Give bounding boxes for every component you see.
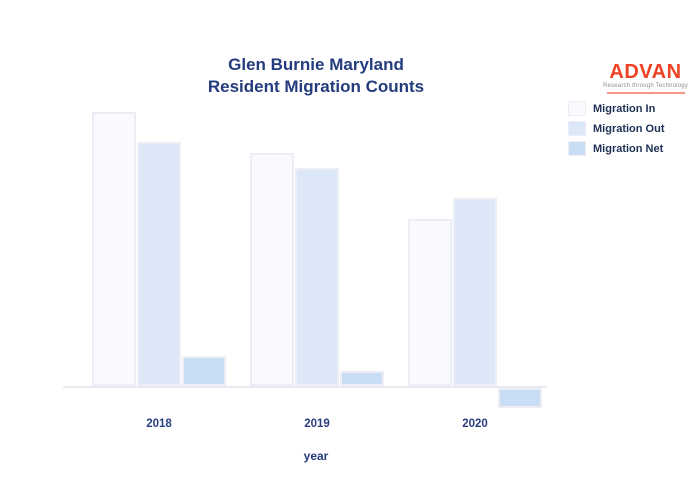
x-tick-2018: 2018 [146, 418, 172, 430]
legend-swatch-migration-net [568, 141, 586, 156]
advan-logo-tagline: Research through Technology [602, 83, 688, 89]
chart-title-line1: Glen Burnie Maryland [228, 55, 404, 74]
advan-logo: ADVAN Research through Technology [597, 58, 694, 98]
legend-label-migration-in: Migration In [593, 102, 656, 115]
bar-migration-in-2019 [250, 152, 294, 386]
x-tick-2019: 2019 [304, 418, 330, 430]
bar-migration-net-2020 [498, 388, 542, 409]
x-axis-title: year [303, 449, 329, 463]
x-tick-2020: 2020 [462, 418, 488, 430]
x-axis-line [63, 386, 547, 388]
legend-label-migration-out: Migration Out [593, 122, 665, 135]
chart-legend: Migration In Migration Out Migration Net [568, 101, 665, 156]
legend-item-migration-out: Migration Out [568, 121, 665, 136]
legend-item-migration-in: Migration In [568, 101, 665, 116]
bar-migration-out-2018 [137, 142, 181, 386]
bar-migration-out-2020 [453, 198, 497, 386]
chart-title-line2: Resident Migration Counts [207, 77, 425, 96]
bar-migration-out-2019 [295, 167, 339, 386]
advan-logo-wordmark: ADVAN [609, 61, 682, 83]
advan-logo-rule [606, 92, 685, 94]
bar-migration-net-2019 [340, 370, 384, 386]
legend-swatch-migration-in [568, 101, 586, 116]
bar-migration-in-2018 [92, 111, 136, 386]
legend-label-migration-net: Migration Net [593, 142, 664, 155]
bar-migration-in-2020 [408, 218, 452, 386]
chart-title: Glen Burnie Maryland Resident Migration … [0, 54, 632, 98]
legend-swatch-migration-out [568, 121, 586, 136]
legend-item-migration-net: Migration Net [568, 141, 665, 156]
bar-migration-net-2018 [182, 355, 226, 386]
